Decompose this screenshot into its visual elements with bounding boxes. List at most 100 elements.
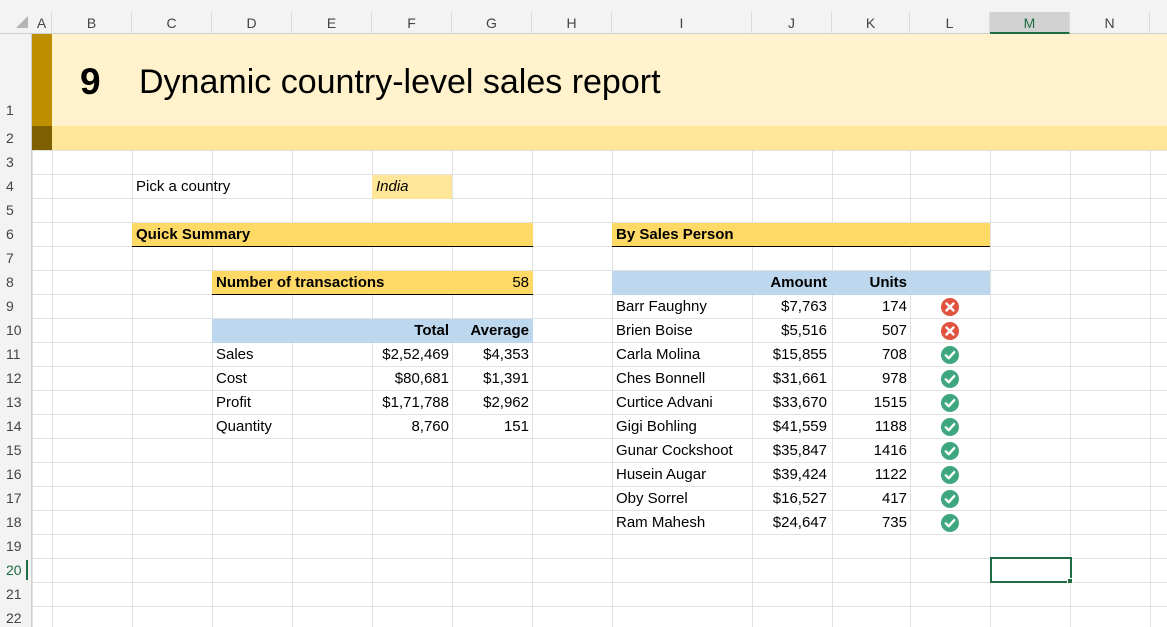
transactions-label: Number of transactions xyxy=(212,271,533,295)
grid-row-line xyxy=(32,246,1167,247)
sales-person-units: 1122 xyxy=(874,466,907,483)
grid-row-line xyxy=(32,150,1167,151)
sales-person-units: 1515 xyxy=(873,394,907,411)
column-header-c[interactable]: C xyxy=(132,12,212,34)
title-accent xyxy=(32,34,52,126)
grid-row-line xyxy=(32,534,1167,535)
grid-row-line xyxy=(32,438,1167,439)
column-header-e[interactable]: E xyxy=(292,12,372,34)
check-circle-icon xyxy=(941,346,959,364)
column-header-g[interactable]: G xyxy=(452,12,532,34)
sales-person-amount: $41,559 xyxy=(772,418,827,435)
country-picker[interactable]: India xyxy=(372,175,452,199)
x-circle-icon xyxy=(941,322,959,340)
sales-person-name: Barr Faughny xyxy=(616,298,707,315)
select-all-corner[interactable] xyxy=(16,16,28,28)
row-header-19[interactable]: 19 xyxy=(6,538,22,554)
sales-person-header-row xyxy=(612,271,990,295)
title-band xyxy=(52,34,1167,126)
summary-row-total: $80,681 xyxy=(394,370,449,387)
grid-row-line xyxy=(32,558,1167,559)
column-header-n[interactable]: N xyxy=(1070,12,1150,34)
sales-person-name: Husein Augar xyxy=(616,466,707,483)
row-header-11[interactable]: 11 xyxy=(6,346,21,362)
column-header-f[interactable]: F xyxy=(372,12,452,34)
grid-row-line xyxy=(32,414,1167,415)
grid-row-line xyxy=(32,198,1167,199)
column-header-l[interactable]: L xyxy=(910,12,990,34)
row-header-12[interactable]: 12 xyxy=(6,370,22,386)
col-amount: Amount xyxy=(770,274,827,291)
row-header-22[interactable]: 22 xyxy=(6,610,22,626)
summary-row-average: $1,391 xyxy=(483,370,529,387)
row-header-17[interactable]: 17 xyxy=(6,490,22,506)
row-header-15[interactable]: 15 xyxy=(6,442,22,458)
sales-person-units: 735 xyxy=(881,514,907,531)
summary-row-total: 8,760 xyxy=(411,418,449,435)
sales-person-amount: $24,647 xyxy=(772,514,827,531)
column-header-h[interactable]: H xyxy=(532,12,612,34)
grid-row-line xyxy=(32,174,1167,175)
row-header-2[interactable]: 2 xyxy=(6,130,14,146)
sales-person-name: Ram Mahesh xyxy=(616,514,706,531)
sales-person-amount: $15,855 xyxy=(772,346,827,363)
picker-label: Pick a country xyxy=(136,178,231,195)
sales-person-heading: By Sales Person xyxy=(612,223,990,247)
row-header-3[interactable]: 3 xyxy=(6,154,14,170)
row-header-9[interactable]: 9 xyxy=(6,298,14,314)
column-header-k[interactable]: K xyxy=(832,12,910,34)
column-header-a[interactable]: A xyxy=(32,12,52,34)
column-header-b[interactable]: B xyxy=(52,12,132,34)
row-header-8[interactable]: 8 xyxy=(6,274,14,290)
column-header-i[interactable]: I xyxy=(612,12,752,34)
active-cell-selection[interactable] xyxy=(990,557,1072,583)
row-header-1[interactable]: 1 xyxy=(6,102,14,118)
row-header-20[interactable]: 20 xyxy=(6,562,22,578)
grid-row-line xyxy=(32,318,1167,319)
sales-person-units: 174 xyxy=(881,298,907,315)
check-circle-icon xyxy=(941,466,959,484)
row-header-18[interactable]: 18 xyxy=(6,514,22,530)
row-header-7[interactable]: 7 xyxy=(6,250,14,266)
x-circle-icon xyxy=(941,298,959,316)
sales-person-name: Carla Molina xyxy=(616,346,701,363)
summary-row-total: $2,52,469 xyxy=(382,346,449,363)
quick-summary-heading: Quick Summary xyxy=(132,223,533,247)
summary-row-total: $1,71,788 xyxy=(382,394,449,411)
row-header-14[interactable]: 14 xyxy=(6,418,22,434)
transactions-value: 58 xyxy=(512,274,529,291)
fill-handle[interactable] xyxy=(1067,578,1073,584)
check-circle-icon xyxy=(941,394,959,412)
row-header-4[interactable]: 4 xyxy=(6,178,14,194)
sales-person-units: 708 xyxy=(881,346,907,363)
grid-row-line xyxy=(32,294,1167,295)
sales-person-units: 1188 xyxy=(874,418,907,435)
sales-person-amount: $31,661 xyxy=(772,370,827,387)
summary-row-average: 151 xyxy=(503,418,529,435)
sales-person-name: Brien Boise xyxy=(616,322,693,339)
check-circle-icon xyxy=(941,442,959,460)
row-header-10[interactable]: 10 xyxy=(6,322,22,338)
row-header-13[interactable]: 13 xyxy=(6,394,22,410)
sales-person-name: Ches Bonnell xyxy=(616,370,706,387)
row-header-5[interactable]: 5 xyxy=(6,202,14,218)
sales-person-units: 1416 xyxy=(873,442,907,459)
grid-row-line xyxy=(32,582,1167,583)
col-average: Average xyxy=(470,322,529,339)
row-header-21[interactable]: 21 xyxy=(6,586,22,602)
title-accent-dark xyxy=(32,126,52,150)
sales-person-amount: $39,424 xyxy=(772,466,827,483)
grid-row-line xyxy=(32,366,1167,367)
summary-header-row xyxy=(212,319,533,343)
sales-person-name: Oby Sorrel xyxy=(616,490,688,507)
column-header-m[interactable]: M xyxy=(990,12,1070,34)
grid-row-line xyxy=(32,342,1167,343)
grid-row-line xyxy=(32,462,1167,463)
column-header-d[interactable]: D xyxy=(212,12,292,34)
row-header-bar: 1 2 3 4 5 6 7 8 9 10 11 12 13 14 15 16 17 18 19 20 21 22 xyxy=(0,34,32,627)
sales-person-amount: $7,763 xyxy=(781,298,827,315)
column-header-j[interactable]: J xyxy=(752,12,832,34)
row-header-6[interactable]: 6 xyxy=(6,226,14,242)
row-header-16[interactable]: 16 xyxy=(6,466,22,482)
